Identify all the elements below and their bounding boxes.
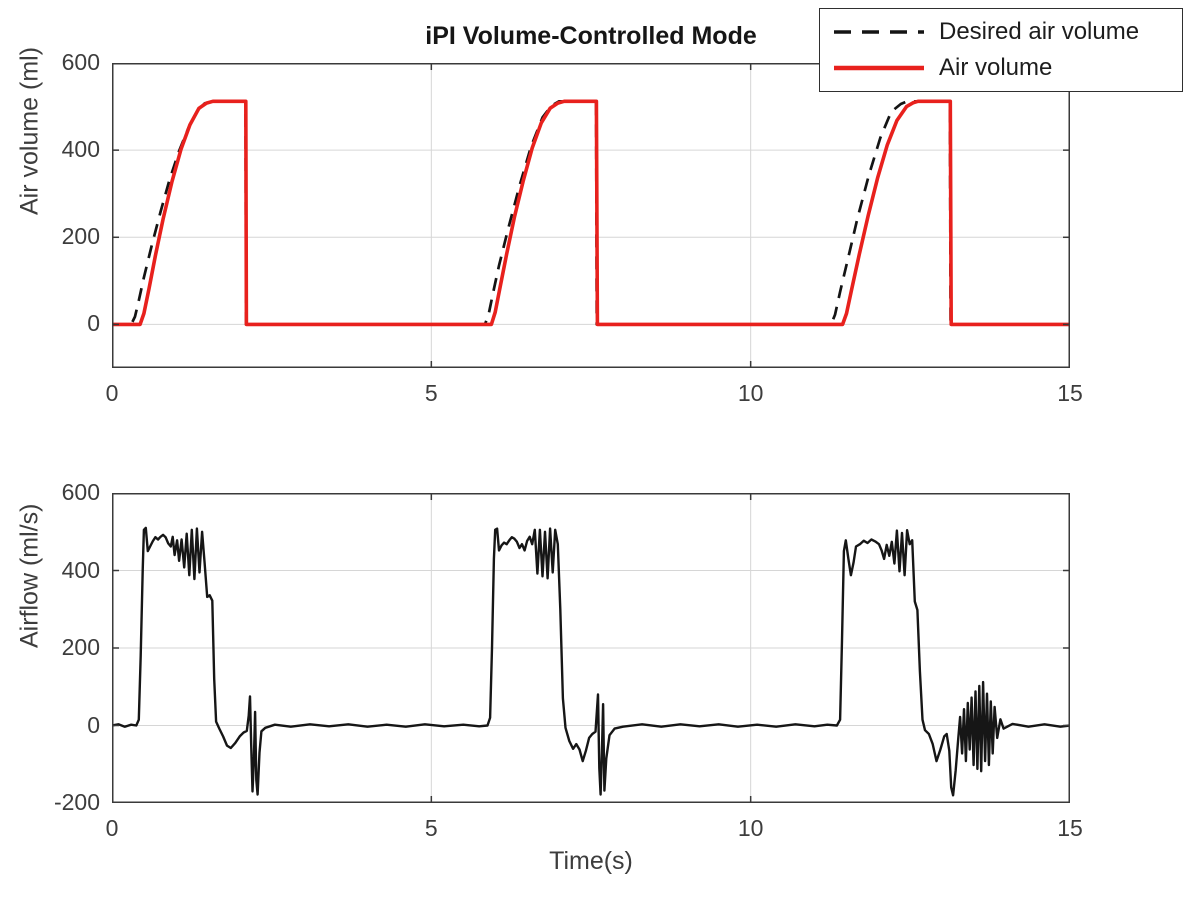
x-tick-label: 0 [105, 815, 119, 841]
y-tick-label: 400 [61, 136, 100, 163]
top-chart-title: iPI Volume-Controlled Mode [425, 22, 757, 50]
x-tick-label: 15 [1057, 815, 1083, 841]
bottom-x-axis-label: Time(s) [549, 847, 633, 875]
legend-label-desired-air-volume: Desired air volume [939, 17, 1140, 45]
y-tick-label: 600 [61, 49, 100, 75]
x-tick-label: 5 [424, 815, 438, 841]
y-tick-label: 600 [61, 479, 100, 505]
legend-item-desired-air-volume: Desired air volume [832, 18, 1182, 46]
legend-label-air-volume: Air volume [939, 54, 1053, 82]
y-tick-label: 200 [61, 634, 100, 660]
top-chart: 0 5 10 15 0 200 400 600 [62, 49, 1083, 406]
y-tick-label: 0 [87, 310, 100, 337]
x-tick-label: 5 [424, 380, 438, 406]
x-tick-label: 10 [737, 815, 764, 841]
y-tick-label: 400 [61, 556, 100, 583]
desired-air-volume-line-sample [834, 29, 924, 34]
x-tick-label: 0 [105, 380, 119, 406]
bottom-chart-canvas [112, 493, 1070, 803]
x-tick-label: 10 [737, 380, 764, 406]
top-chart-canvas [112, 63, 1070, 368]
bottom-chart: 0 5 10 15 -200 0 200 400 600 [54, 479, 1083, 841]
legend-item-air-volume: Air volume [832, 54, 1182, 82]
air-volume-line-sample [834, 66, 924, 71]
y-tick-label: 200 [61, 223, 100, 250]
y-tick-label: 0 [87, 711, 100, 738]
legend: Desired air volume Air volume [819, 8, 1183, 92]
x-tick-label: 15 [1057, 380, 1083, 406]
y-tick-label: -200 [53, 789, 100, 815]
